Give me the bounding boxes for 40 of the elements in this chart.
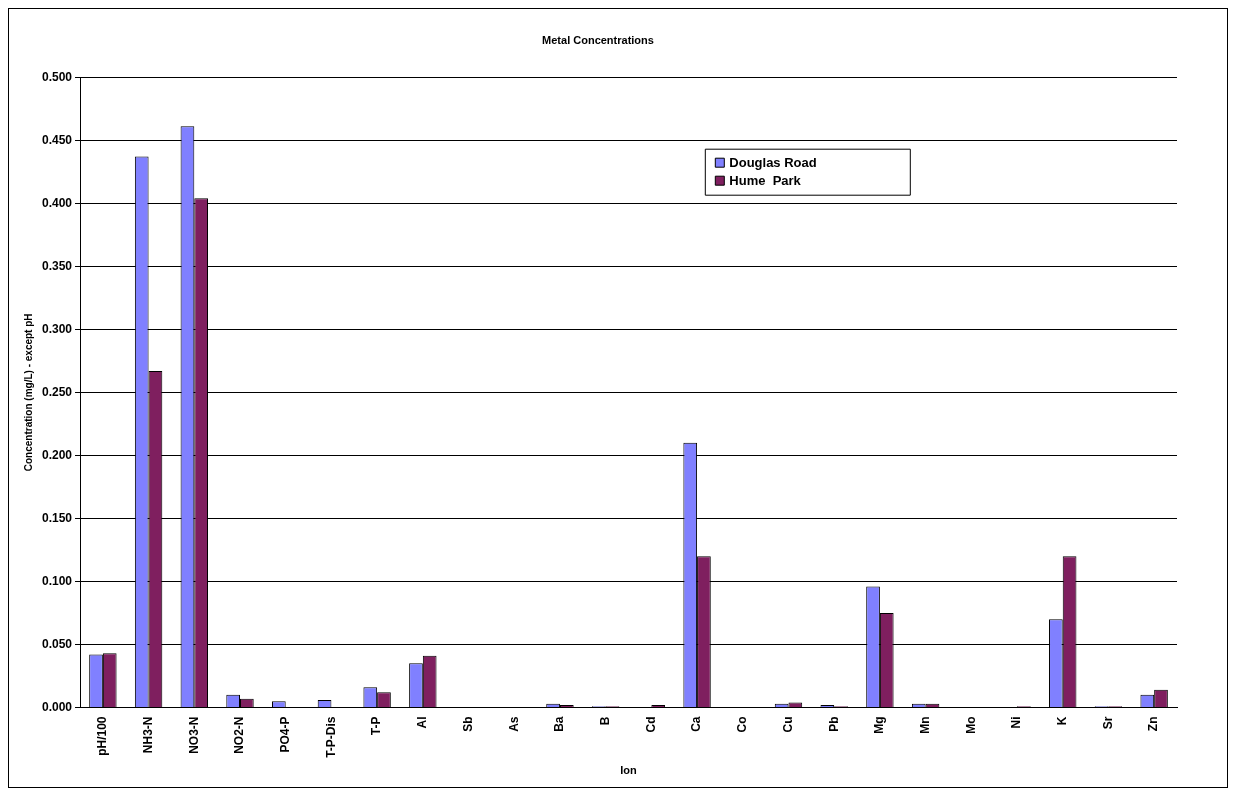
y-tick-label: 0.000: [42, 699, 73, 714]
x-tick-label: T-P: [369, 716, 384, 736]
x-tick-label: Co: [735, 716, 750, 733]
legend-label: Douglas Road: [729, 154, 817, 170]
y-tick-label: 0.400: [42, 195, 73, 210]
x-tick-label: Cd: [643, 716, 658, 733]
x-tick-label: T-P-Dis: [323, 716, 338, 758]
y-axis-title: Concentration (mg/L) - except pH: [22, 313, 34, 472]
x-tick-label: B: [597, 716, 612, 726]
x-tick-label: Al: [415, 716, 430, 729]
x-tick-label: Mg: [872, 716, 887, 734]
chart-title: Metal Concentrations: [542, 33, 654, 46]
x-tick-label: Sb: [460, 716, 475, 732]
y-tick-label: 0.050: [42, 636, 73, 651]
x-tick-label: Cu: [780, 716, 795, 733]
x-tick-label: Pb: [826, 716, 841, 732]
x-tick-label: Mn: [917, 716, 932, 734]
legend-label: Hume Park: [729, 172, 802, 188]
x-tick-label: Mo: [963, 716, 978, 734]
y-tick-label: 0.450: [42, 132, 73, 147]
x-tick-label: NO3-N: [186, 716, 201, 754]
x-tick-label: K: [1055, 716, 1070, 726]
y-tick-label: 0.150: [42, 510, 73, 525]
y-tick-label: 0.350: [42, 258, 73, 273]
y-tick-label: 0.250: [42, 384, 73, 399]
x-tick-label: Sr: [1100, 716, 1115, 730]
x-tick-label: PO4-P: [278, 716, 293, 753]
y-tick-label: 0.500: [42, 69, 73, 84]
x-tick-label: pH/100: [95, 716, 110, 756]
x-tick-label: Zn: [1146, 716, 1161, 732]
x-tick-label: Ba: [552, 716, 567, 732]
y-tick-label: 0.200: [42, 447, 73, 462]
x-tick-label: NH3-N: [140, 716, 155, 754]
y-tick-label: 0.300: [42, 321, 73, 336]
x-tick-label: Ca: [689, 716, 704, 732]
x-tick-label: NO2-N: [232, 716, 247, 754]
x-tick-label: Ni: [1009, 716, 1024, 729]
x-tick-label: As: [506, 716, 521, 732]
x-axis-title: Ion: [620, 764, 638, 777]
y-tick-label: 0.100: [42, 573, 73, 588]
